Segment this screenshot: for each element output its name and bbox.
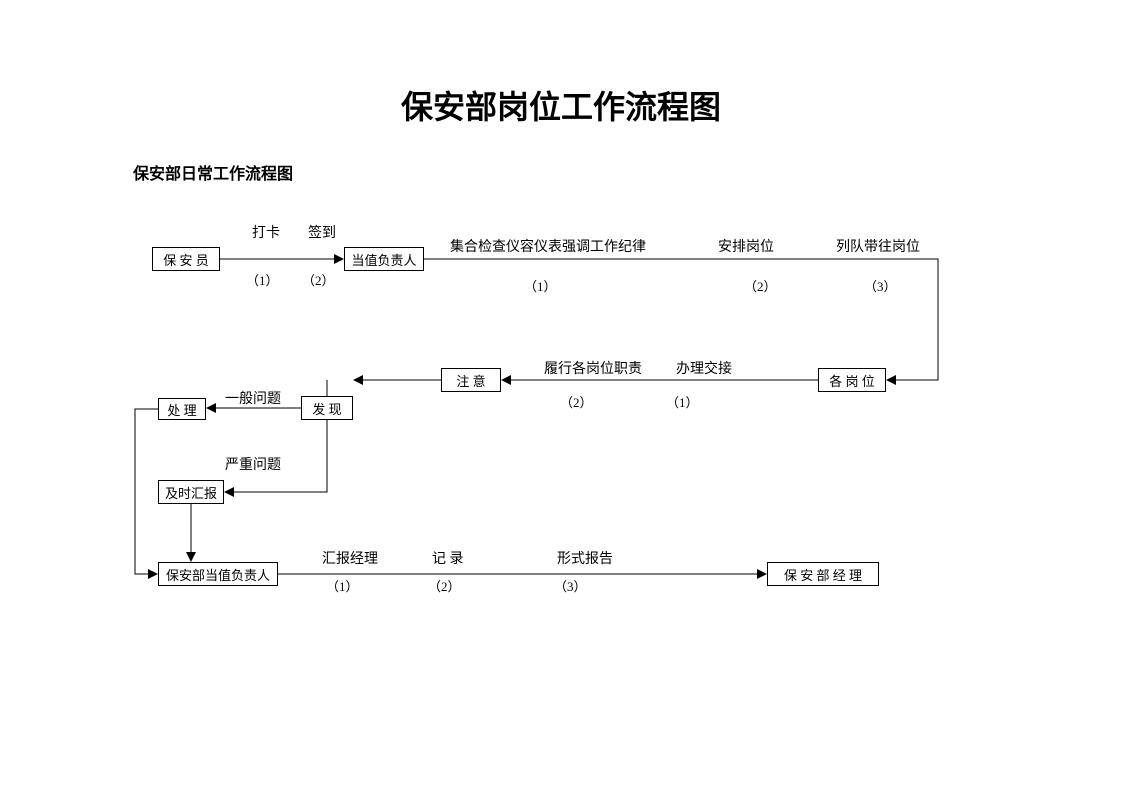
num-r3-1: （1） bbox=[666, 392, 699, 411]
label-jihe: 集合检查仪容仪表强调工作纪律 bbox=[450, 236, 646, 256]
label-jilu: 记 录 bbox=[432, 548, 464, 568]
label-liedui: 列队带往岗位 bbox=[836, 236, 920, 256]
num-r4-3: （3） bbox=[554, 576, 587, 595]
num-r2-2: （2） bbox=[744, 276, 777, 295]
page-subtitle: 保安部日常工作流程图 bbox=[133, 160, 293, 184]
node-discover: 发 现 bbox=[301, 396, 353, 420]
label-banli: 办理交接 bbox=[676, 358, 732, 378]
label-yiban: 一般问题 bbox=[225, 388, 281, 408]
node-posts: 各 岗 位 bbox=[818, 368, 886, 392]
num-r2-1: （1） bbox=[524, 276, 557, 295]
num-r1-2: （2） bbox=[302, 270, 335, 289]
num-r3-2: （2） bbox=[560, 392, 593, 411]
node-dept-manager: 保 安 部 经 理 bbox=[767, 562, 879, 586]
num-r4-2: （2） bbox=[428, 576, 461, 595]
label-qiandao: 签到 bbox=[308, 222, 336, 242]
node-attention: 注 意 bbox=[441, 368, 501, 392]
node-report-timely: 及时汇报 bbox=[158, 480, 224, 504]
page-title: 保安部岗位工作流程图 bbox=[0, 82, 1122, 128]
num-r2-3: （3） bbox=[864, 276, 897, 295]
label-anpai: 安排岗位 bbox=[718, 236, 774, 256]
label-daka: 打卡 bbox=[252, 222, 280, 242]
num-r4-1: （1） bbox=[326, 576, 359, 595]
label-lvxing: 履行各岗位职责 bbox=[544, 358, 642, 378]
label-huibao: 汇报经理 bbox=[322, 548, 378, 568]
num-r1-1: （1） bbox=[246, 270, 279, 289]
node-guard: 保 安 员 bbox=[152, 247, 220, 271]
node-dept-duty: 保安部当值负责人 bbox=[158, 562, 278, 586]
label-xingshi: 形式报告 bbox=[557, 548, 613, 568]
node-duty-leader: 当值负责人 bbox=[344, 247, 424, 271]
label-yanzhong: 严重问题 bbox=[225, 454, 281, 474]
node-handle: 处 理 bbox=[158, 398, 206, 420]
